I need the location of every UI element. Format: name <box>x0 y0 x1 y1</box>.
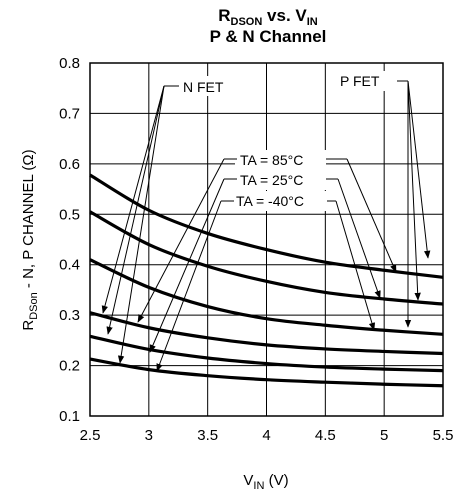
svg-text:N FET: N FET <box>183 79 224 95</box>
ta-85-arrow-right <box>346 158 397 273</box>
ta-25-arrow-right <box>337 178 381 299</box>
y-tick-label: 0.6 <box>59 156 80 173</box>
series-curve-4 <box>89 311 444 356</box>
x-tick-label: 4 <box>262 427 270 444</box>
series-curve-3 <box>89 258 444 336</box>
n-fet-arrow-2 <box>106 85 165 335</box>
n-fet-arrow-3 <box>117 85 165 364</box>
svg-text:TA = 85°C: TA = 85°C <box>240 152 303 168</box>
ta-85-annotation: TA = 85°C <box>224 150 347 170</box>
curves <box>89 173 444 388</box>
y-tick-label: 0.3 <box>59 307 80 324</box>
p-fet-arrow-2 <box>407 80 421 301</box>
x-tick-label: 5 <box>380 427 388 444</box>
p-fet-arrow-1 <box>407 80 431 259</box>
x-tick-label: 5.5 <box>433 427 454 444</box>
tick-labels: 2.5 3 3.5 4 4.5 5 5.5 0.1 0.2 0.3 0.4 0.5 0.6 0.7 0.8 <box>59 55 453 444</box>
x-tick-label: 2.5 <box>80 427 101 444</box>
series-curve-1 <box>89 173 444 279</box>
y-tick-label: 0.8 <box>59 55 80 72</box>
y-tick-label: 0.2 <box>59 358 80 375</box>
ta-85-arrow-left <box>137 158 225 323</box>
p-fet-annotation: P FET <box>336 71 408 91</box>
ta-m40-arrow-right <box>335 200 376 331</box>
ta-25-annotation: TA = 25°C <box>224 170 338 190</box>
annotation-arrows <box>101 80 431 372</box>
y-tick-label: 0.4 <box>59 257 80 274</box>
n-fet-annotation: N FET <box>164 76 239 96</box>
plot-frame <box>89 62 444 417</box>
y-tick-label: 0.7 <box>59 105 80 122</box>
x-axis-label: VIN (V) <box>243 472 288 492</box>
y-tick-label: 0.5 <box>59 206 80 223</box>
y-axis-label: RDSon - N, P CHANNEL (Ω) <box>20 149 40 330</box>
chart-title-line2: P & N Channel <box>210 27 327 46</box>
series-curve-6 <box>89 357 444 388</box>
series-curve-5 <box>89 334 444 373</box>
svg-text:TA = 25°C: TA = 25°C <box>240 172 303 188</box>
chart-title-line1: RDSON vs. VIN <box>218 6 318 28</box>
y-tick-label: 0.1 <box>59 408 80 425</box>
x-tick-label: 3 <box>145 427 153 444</box>
x-tick-label: 4.5 <box>315 427 336 444</box>
x-tick-label: 3.5 <box>197 427 218 444</box>
ta-m40-annotation: TA = -40°C <box>221 191 336 211</box>
ta-25-arrow-left <box>149 178 225 353</box>
svg-text:TA = -40°C: TA = -40°C <box>236 193 304 209</box>
svg-text:P FET: P FET <box>340 73 380 89</box>
n-fet-arrow-1 <box>101 85 165 314</box>
ta-m40-arrow-left <box>156 200 222 372</box>
series-curve-2 <box>89 210 444 306</box>
